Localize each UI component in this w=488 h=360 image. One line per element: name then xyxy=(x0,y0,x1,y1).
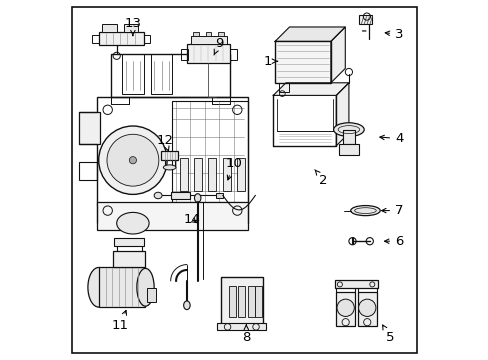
Bar xyxy=(247,286,254,317)
Text: 14: 14 xyxy=(183,213,201,226)
Bar xyxy=(151,54,172,94)
Circle shape xyxy=(129,157,136,164)
Text: 11: 11 xyxy=(112,310,128,332)
Text: 5: 5 xyxy=(382,325,394,344)
Bar xyxy=(186,44,230,63)
Bar xyxy=(194,158,202,191)
Bar xyxy=(111,97,129,104)
Bar xyxy=(97,202,247,230)
Bar xyxy=(217,323,265,330)
Bar xyxy=(205,32,211,36)
Bar xyxy=(79,112,101,144)
Bar xyxy=(237,158,244,191)
Text: 13: 13 xyxy=(124,17,141,36)
Text: 9: 9 xyxy=(213,37,223,55)
Bar xyxy=(275,41,330,83)
Polygon shape xyxy=(336,83,348,146)
Bar xyxy=(143,35,150,43)
Bar xyxy=(190,36,226,44)
Bar xyxy=(338,144,358,155)
Bar xyxy=(343,130,354,144)
Text: 10: 10 xyxy=(225,157,242,180)
Bar xyxy=(123,24,138,32)
Text: 2: 2 xyxy=(314,170,327,186)
Circle shape xyxy=(336,299,354,316)
Bar xyxy=(170,192,190,199)
Bar xyxy=(99,32,143,45)
Text: 6: 6 xyxy=(384,235,403,248)
Text: 7: 7 xyxy=(381,204,403,217)
Bar xyxy=(114,238,144,246)
Polygon shape xyxy=(273,83,348,95)
Ellipse shape xyxy=(88,267,109,307)
Bar xyxy=(255,286,261,317)
Bar xyxy=(193,32,199,36)
Ellipse shape xyxy=(183,301,190,310)
Bar xyxy=(215,193,223,198)
Text: 3: 3 xyxy=(385,28,403,41)
Bar xyxy=(357,292,376,326)
Bar xyxy=(230,49,236,60)
Bar xyxy=(147,288,156,302)
Bar xyxy=(358,15,371,24)
Ellipse shape xyxy=(117,212,149,234)
Ellipse shape xyxy=(350,206,380,216)
Bar xyxy=(161,151,178,160)
Bar xyxy=(334,280,377,288)
Text: 12: 12 xyxy=(156,134,173,151)
Bar xyxy=(181,49,187,60)
Bar xyxy=(336,292,354,326)
Bar xyxy=(79,162,97,180)
Circle shape xyxy=(107,134,159,186)
Text: 8: 8 xyxy=(242,325,250,344)
Circle shape xyxy=(358,299,375,316)
Polygon shape xyxy=(275,27,345,41)
Circle shape xyxy=(99,126,167,194)
Bar xyxy=(113,251,145,267)
Bar xyxy=(97,97,247,205)
Bar xyxy=(278,83,289,92)
Text: 1: 1 xyxy=(263,55,277,68)
Ellipse shape xyxy=(333,123,364,136)
Polygon shape xyxy=(330,27,345,83)
Bar xyxy=(179,158,187,191)
Bar xyxy=(172,101,247,202)
Bar xyxy=(223,158,230,191)
Bar xyxy=(228,286,235,317)
Bar xyxy=(102,24,117,32)
Ellipse shape xyxy=(137,269,154,306)
Ellipse shape xyxy=(194,194,201,202)
Bar xyxy=(99,267,145,307)
Bar xyxy=(122,54,143,94)
Bar xyxy=(221,277,262,324)
Bar xyxy=(111,54,230,97)
Ellipse shape xyxy=(163,165,176,170)
Bar xyxy=(212,97,230,104)
Bar xyxy=(208,158,216,191)
Ellipse shape xyxy=(154,192,162,199)
Text: 4: 4 xyxy=(379,132,403,145)
Bar xyxy=(218,32,224,36)
Bar xyxy=(238,286,244,317)
Bar xyxy=(92,35,99,43)
